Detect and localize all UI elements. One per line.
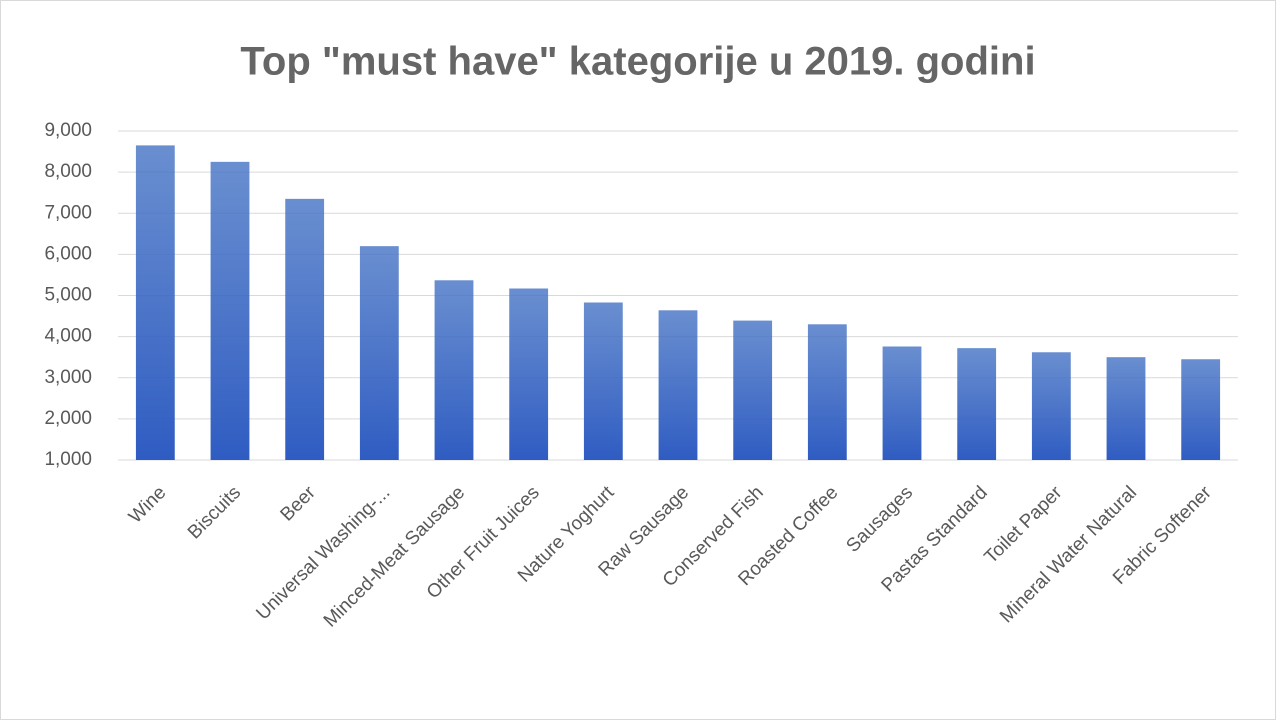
bar [807,324,847,460]
bar [658,310,698,460]
bar [957,348,997,460]
bar [1031,352,1071,460]
y-tick-label: 8,000 [44,161,92,182]
y-tick-label: 5,000 [44,285,92,306]
bar [1106,357,1146,460]
y-tick-label: 9,000 [44,120,92,141]
bar [583,302,623,460]
bar [1181,359,1221,460]
bar [285,198,325,460]
y-tick-label: 4,000 [44,326,92,347]
bar [210,161,250,460]
bar [882,346,922,460]
bar [135,145,175,461]
y-tick-label: 7,000 [44,202,92,223]
y-tick-label: 6,000 [44,243,92,264]
bar [733,320,773,460]
bar [509,288,549,460]
bar [434,280,474,460]
chart-title: Top "must have" kategorije u 2019. godin… [240,40,1035,84]
y-tick-label: 1,000 [44,449,92,470]
y-tick-label: 2,000 [44,408,92,429]
y-tick-label: 3,000 [44,367,92,388]
bar [359,246,399,460]
